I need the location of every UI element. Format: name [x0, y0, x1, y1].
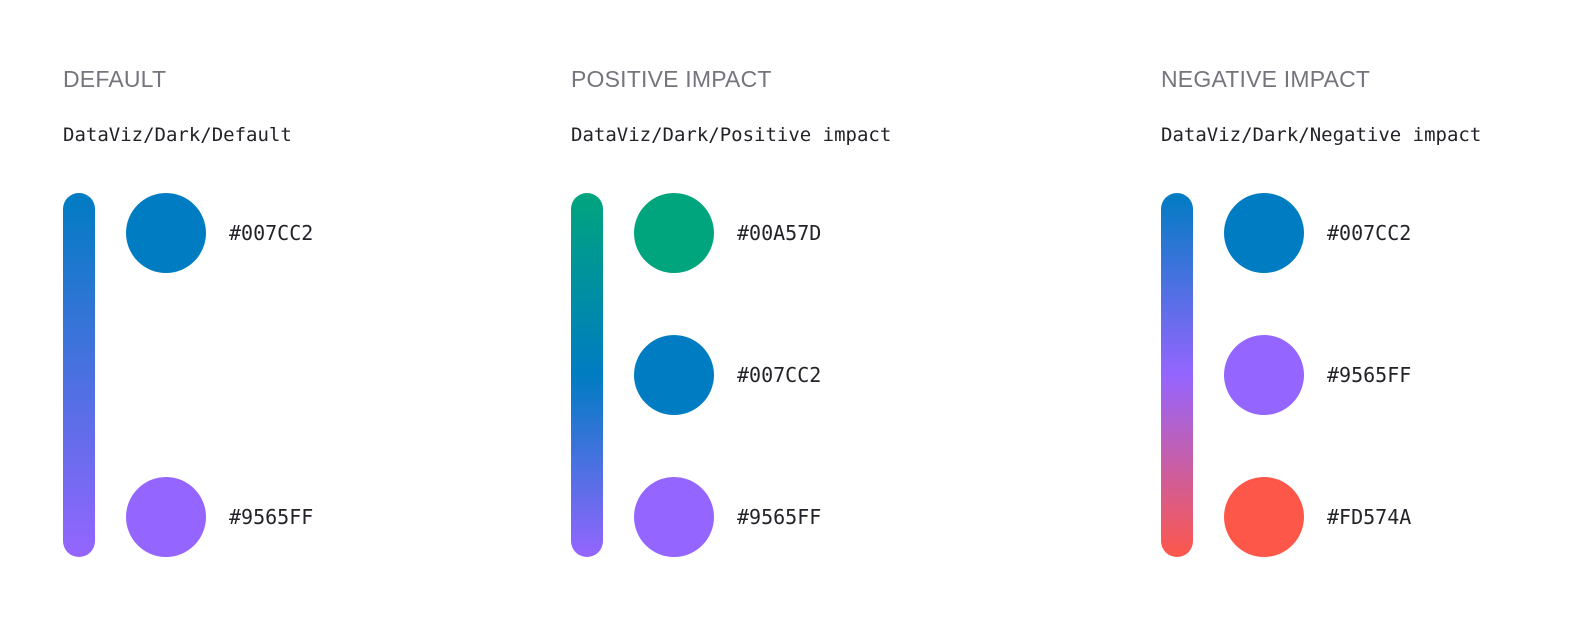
color-swatch: [634, 335, 714, 415]
color-swatch: [634, 193, 714, 273]
hex-label: #007CC2: [737, 363, 822, 387]
color-swatch: [634, 477, 714, 557]
hex-label: #9565FF: [737, 505, 822, 529]
group-title: DEFAULT: [63, 66, 167, 92]
group-title: NEGATIVE IMPACT: [1161, 66, 1371, 92]
token-name: DataViz/Dark/Negative impact: [1161, 124, 1482, 146]
hex-label: #007CC2: [229, 221, 314, 245]
palette-group-negative-impact: NEGATIVE IMPACT DataViz/Dark/Negative im…: [1161, 0, 1561, 628]
color-swatch: [1224, 335, 1304, 415]
color-swatch: [1224, 477, 1304, 557]
hex-label: #007CC2: [1327, 221, 1412, 245]
color-swatch: [1224, 193, 1304, 273]
gradient-bar: [63, 193, 95, 557]
hex-label: #9565FF: [229, 505, 314, 529]
token-name: DataViz/Dark/Default: [63, 124, 292, 146]
hex-label: #00A57D: [737, 221, 822, 245]
group-title: POSITIVE IMPACT: [571, 66, 772, 92]
token-name: DataViz/Dark/Positive impact: [571, 124, 892, 146]
color-swatch: [126, 193, 206, 273]
gradient-bar: [1161, 193, 1193, 557]
palette-group-positive-impact: POSITIVE IMPACT DataViz/Dark/Positive im…: [571, 0, 1091, 628]
hex-label: #9565FF: [1327, 363, 1412, 387]
palette-group-default: DEFAULT DataViz/Dark/Default #007CC2 #95…: [63, 0, 483, 628]
gradient-bar: [571, 193, 603, 557]
hex-label: #FD574A: [1327, 505, 1412, 529]
color-swatch: [126, 477, 206, 557]
